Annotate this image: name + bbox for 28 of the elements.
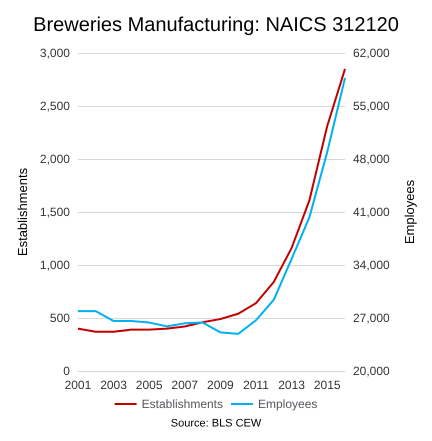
y2-tick-label: 27,000: [353, 311, 390, 325]
y-tick-label: 2,500: [40, 99, 70, 113]
y-tick-label: 0: [63, 364, 70, 378]
y-tick-label: 3,000: [40, 46, 70, 60]
source-note: Source: BLS CEW: [170, 418, 262, 430]
y2-axis-title: Employees: [402, 179, 417, 244]
chart-title: Breweries Manufacturing: NAICS 312120: [33, 14, 399, 36]
y-tick-label: 500: [50, 311, 70, 325]
x-tick-label: 2009: [207, 378, 234, 392]
x-tick-label: 2007: [171, 378, 198, 392]
legend-label: Establishments: [142, 397, 224, 411]
y2-tick-label: 48,000: [353, 152, 390, 166]
y2-tick-label: 62,000: [353, 46, 390, 60]
legend-label: Employees: [258, 397, 318, 411]
y-tick-label: 2,000: [40, 152, 70, 166]
y2-tick-label: 34,000: [353, 258, 390, 272]
y-tick-label: 1,000: [40, 258, 70, 272]
x-tick-label: 2011: [243, 378, 270, 392]
x-tick-label: 2015: [314, 378, 341, 392]
x-tick-label: 2005: [136, 378, 163, 392]
y2-tick-label: 41,000: [353, 205, 390, 219]
y2-tick-label: 55,000: [353, 99, 390, 113]
y-tick-label: 1,500: [40, 205, 70, 219]
x-tick-label: 2003: [100, 378, 128, 392]
y2-tick-label: 20,000: [353, 364, 390, 378]
x-tick-label: 2013: [278, 378, 306, 392]
x-tick-label: 2001: [64, 378, 92, 392]
y-axis-title: Establishments: [15, 167, 30, 256]
